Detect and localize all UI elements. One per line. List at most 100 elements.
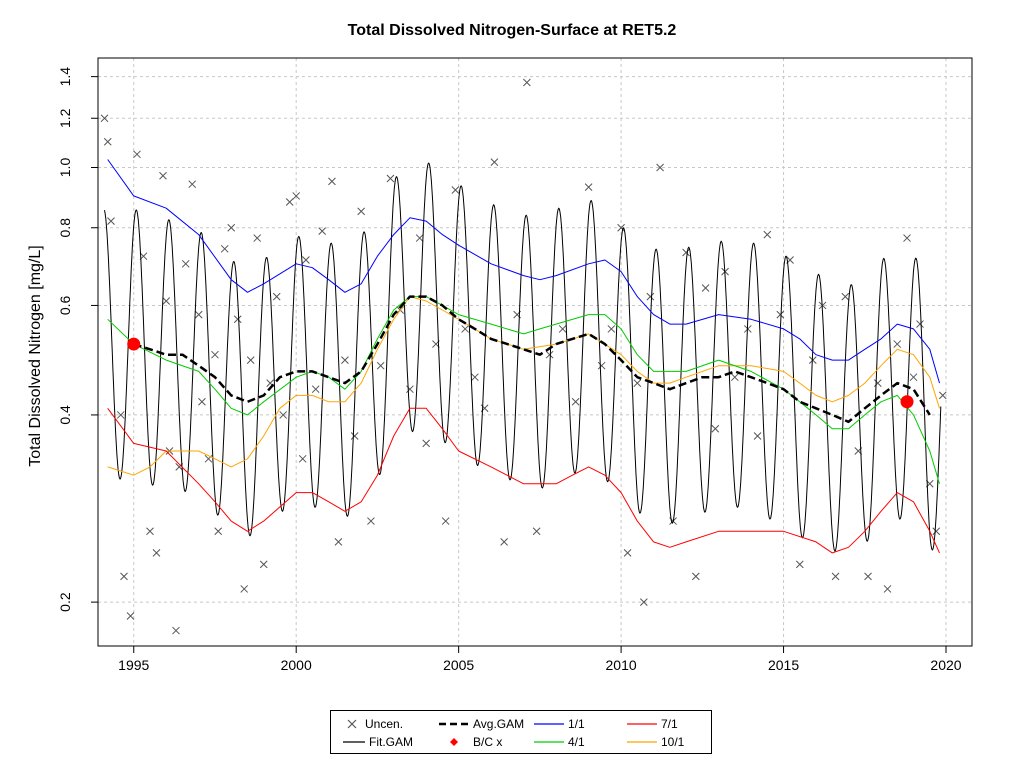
uncensored-point: [711, 424, 720, 433]
x-tick-label: 2000: [281, 657, 312, 673]
uncensored-point: [597, 361, 606, 370]
uncensored-point: [318, 227, 327, 236]
legend-item-10-1: 10/1: [627, 735, 684, 749]
legend-item-bcx: B/C x: [439, 735, 502, 749]
uncensored-point: [701, 284, 710, 292]
legend-label-10-1: 10/1: [661, 735, 685, 749]
uncensored-point: [103, 137, 112, 146]
legend-item-fitgam: Fit.GAM: [343, 735, 413, 749]
bc-point: [127, 337, 141, 351]
uncensored-point: [916, 320, 924, 328]
uncensored-point: [159, 171, 167, 180]
uncensored-point: [873, 379, 882, 387]
uncensored-point: [932, 527, 941, 536]
uncensored-point: [367, 517, 375, 525]
uncensored-point: [558, 325, 567, 333]
uncensored-point: [903, 234, 911, 242]
uncensored-point: [181, 259, 190, 268]
green-line-swatch-icon: [534, 741, 564, 743]
uncensored-point: [350, 432, 359, 440]
uncensored-point: [376, 361, 385, 370]
uncensored-point: [116, 411, 125, 419]
legend-label-7-1: 7/1: [661, 717, 678, 731]
uncensored-point: [285, 198, 294, 206]
uncensored-point: [120, 572, 128, 581]
line-swatch-icon: [343, 741, 365, 743]
uncensored-point: [691, 572, 700, 581]
uncensored-point: [188, 180, 197, 189]
uncensored-point: [633, 379, 642, 387]
uncensored-point: [938, 391, 947, 400]
cross-marker-icon: [347, 719, 357, 729]
uncensored-point: [298, 454, 307, 463]
uncensored-point: [211, 350, 219, 359]
bc-point: [900, 395, 914, 409]
x-tick-label: 2010: [606, 657, 637, 673]
trend-line-4-1: [107, 296, 940, 484]
uncensored-point: [194, 310, 203, 319]
uncensored-point: [146, 527, 154, 536]
y-axis-label: Total Dissolved Nitrogen [mg/L]: [27, 245, 44, 467]
uncensored-point: [532, 527, 541, 536]
legend-item-4-1: 4/1: [534, 735, 585, 749]
uncensored-point: [328, 177, 336, 186]
uncensored-point: [584, 183, 593, 191]
y-tick-label: 0.2: [57, 592, 73, 612]
legend-label-4-1: 4/1: [568, 735, 585, 749]
red-diamond-icon: [450, 738, 458, 746]
uncensored-point: [646, 292, 655, 301]
uncensored-point: [133, 150, 141, 159]
chart-title: Total Dissolved Nitrogen-Surface at RET5…: [347, 22, 677, 39]
uncensored-point: [500, 538, 508, 546]
uncensored-point: [795, 560, 804, 569]
y-tick-label: 0.6: [57, 295, 73, 315]
legend-item-uncen: Uncen.: [343, 717, 403, 731]
legend-label-bcx: B/C x: [473, 735, 503, 749]
uncensored-point: [623, 549, 632, 557]
legend-label-1-1: 1/1: [568, 717, 585, 731]
uncensored-point: [220, 244, 229, 253]
trend-line-10-1: [107, 296, 940, 476]
uncensored-point: [909, 373, 918, 382]
uncensored-point: [893, 340, 902, 348]
dashed-line-swatch-icon: [439, 722, 469, 726]
uncensored-point: [172, 626, 180, 635]
x-tick-label: 2020: [930, 657, 961, 673]
uncensored-point: [292, 192, 301, 200]
uncensored-point: [682, 248, 690, 257]
x-tick-label: 1995: [118, 657, 149, 673]
uncensored-point: [357, 207, 366, 216]
uncensored-point: [214, 527, 223, 536]
uncensored-point: [162, 297, 171, 305]
y-tick-label: 0.8: [57, 218, 73, 238]
y-tick-label: 0.4: [57, 405, 73, 425]
uncensored-point: [730, 373, 739, 382]
uncensored-point: [617, 223, 625, 232]
uncensored-point: [341, 356, 349, 364]
uncensored-point: [639, 598, 648, 606]
uncensored-point: [841, 292, 850, 301]
uncensored-point: [240, 585, 249, 593]
uncensored-point: [253, 234, 262, 242]
uncensored-point: [311, 385, 320, 394]
uncensored-point: [441, 517, 450, 525]
y-tick-label: 1.4: [57, 67, 73, 87]
avg-gam-line: [133, 295, 931, 424]
uncensored-point: [198, 397, 206, 406]
uncensored-point: [490, 158, 499, 166]
red-line-swatch-icon: [627, 723, 657, 725]
y-tick-label: 1.2: [57, 108, 73, 128]
legend-item-7-1: 7/1: [627, 717, 678, 731]
uncensored-point: [607, 325, 616, 333]
legend-label-uncen: Uncen.: [365, 717, 404, 731]
x-tick-label: 2015: [768, 657, 799, 673]
uncensored-point: [571, 397, 580, 406]
uncensored-point: [461, 325, 469, 333]
plot-frame: [97, 57, 973, 647]
x-tick-label: 2005: [443, 657, 474, 673]
uncensored-point: [279, 411, 288, 419]
uncensored-point: [100, 114, 109, 123]
blue-line-swatch-icon: [534, 723, 564, 725]
uncensored-point: [864, 572, 872, 581]
